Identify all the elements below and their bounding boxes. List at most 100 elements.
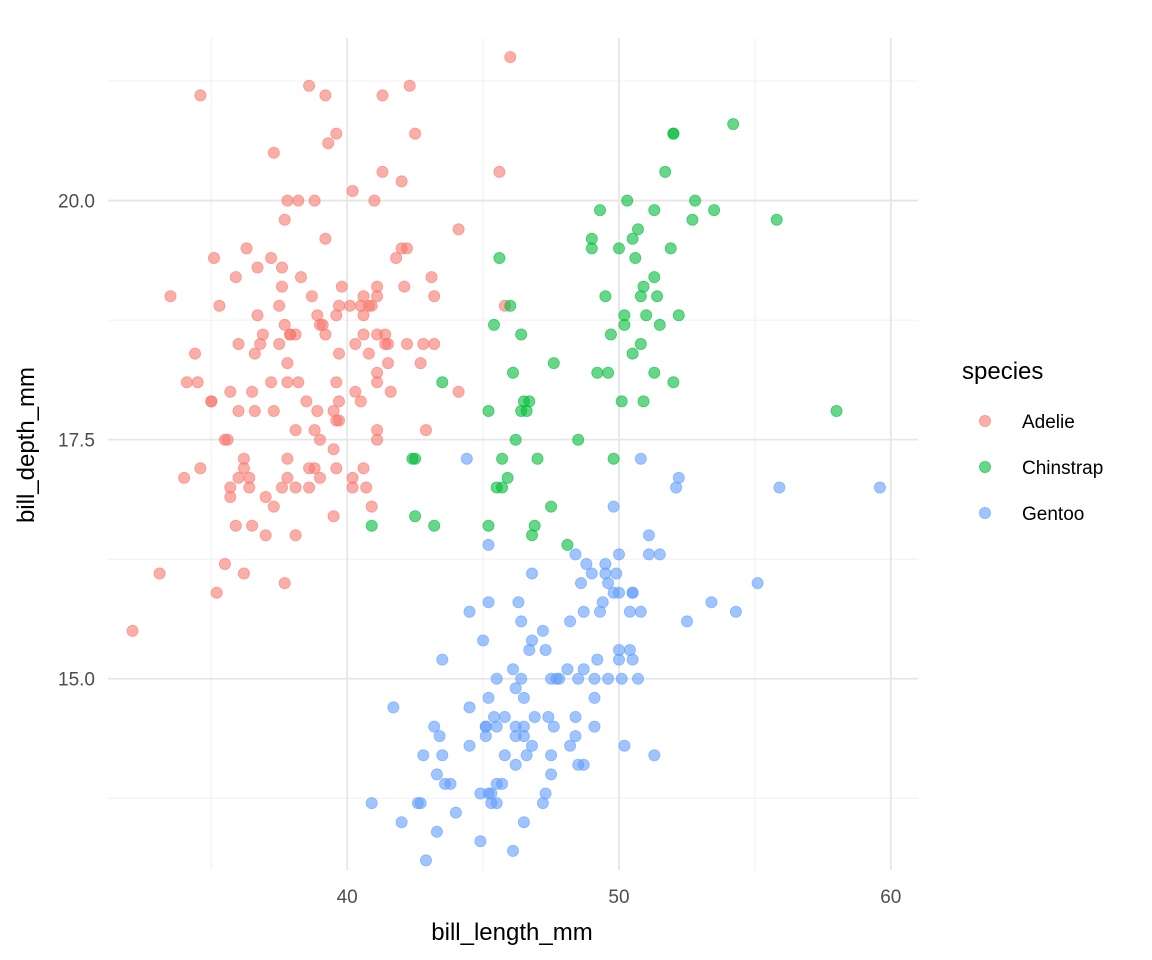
data-point [564, 739, 577, 752]
data-point [528, 711, 541, 724]
data-point [594, 204, 607, 217]
data-point [409, 127, 422, 140]
data-point [474, 835, 487, 848]
data-point [577, 605, 590, 618]
data-point [539, 644, 552, 657]
data-point [729, 605, 742, 618]
data-point [751, 577, 764, 590]
data-point [561, 538, 574, 551]
data-point [463, 739, 476, 752]
data-point [637, 395, 650, 408]
data-point [770, 213, 783, 226]
data-point [642, 529, 655, 542]
data-point [221, 433, 234, 446]
data-point [395, 816, 408, 829]
data-point [365, 797, 378, 810]
data-point [289, 481, 302, 494]
data-point [607, 586, 620, 599]
legend-item-gentoo: Gentoo [979, 504, 1084, 525]
data-point [591, 653, 604, 666]
data-point [365, 519, 378, 532]
data-point [705, 596, 718, 609]
data-point [346, 184, 359, 197]
data-point [153, 567, 166, 580]
data-point [482, 691, 495, 704]
data-point [273, 337, 286, 350]
data-point [640, 309, 653, 322]
data-point [308, 424, 321, 437]
data-point [452, 385, 465, 398]
data-point [504, 299, 517, 312]
legend-key [979, 414, 992, 427]
data-point [365, 500, 378, 513]
data-point [357, 290, 370, 303]
data-point [618, 739, 631, 752]
data-point [618, 318, 631, 331]
data-point [634, 605, 647, 618]
data-point [648, 271, 661, 284]
data-point [596, 596, 609, 609]
data-point [634, 452, 647, 465]
data-point [289, 424, 302, 437]
data-point [409, 452, 422, 465]
data-point [430, 768, 443, 781]
data-point [607, 452, 620, 465]
data-point [403, 79, 416, 92]
data-point [509, 682, 522, 695]
data-point [626, 653, 639, 666]
data-point [689, 194, 702, 207]
data-point [278, 213, 291, 226]
data-point [294, 271, 307, 284]
data-point [493, 165, 506, 178]
data-point [672, 309, 685, 322]
data-point [526, 529, 539, 542]
data-point [246, 385, 259, 398]
data-points [126, 51, 886, 867]
data-point [308, 194, 321, 207]
data-point [460, 452, 473, 465]
data-point [545, 768, 558, 781]
y-axis-ticks: 15.0 17.5 20.0 [58, 192, 95, 691]
data-point [651, 290, 664, 303]
x-tick-label: 50 [608, 887, 629, 908]
data-point [281, 357, 294, 370]
data-point [653, 318, 666, 331]
data-point [504, 51, 517, 64]
data-point [542, 711, 555, 724]
data-point [275, 481, 288, 494]
data-point [572, 672, 585, 685]
legend-items: Adelie Chinstrap Gentoo [979, 412, 1103, 525]
legend-title: species [962, 358, 1043, 385]
data-point [498, 711, 511, 724]
data-point [330, 127, 343, 140]
data-point [178, 471, 191, 484]
data-point [267, 500, 280, 513]
data-point [599, 290, 612, 303]
legend-label: Gentoo [1022, 504, 1084, 525]
data-point [564, 615, 577, 628]
data-point [591, 366, 604, 379]
data-point [265, 251, 278, 264]
data-point [376, 89, 389, 102]
data-point [496, 481, 509, 494]
data-point [520, 749, 533, 762]
data-point [526, 567, 539, 580]
data-point [509, 433, 522, 446]
data-point [615, 395, 628, 408]
data-point [629, 251, 642, 264]
data-point [585, 567, 598, 580]
data-point [319, 328, 332, 341]
data-point [830, 404, 843, 417]
data-point [265, 376, 278, 389]
legend-item-adelie: Adelie [979, 412, 1075, 433]
x-tick-label: 60 [880, 887, 901, 908]
data-point [414, 357, 427, 370]
data-point [602, 366, 615, 379]
data-point [224, 481, 237, 494]
data-point [319, 232, 332, 245]
data-point [240, 242, 253, 255]
data-point [327, 510, 340, 523]
legend-key [979, 506, 992, 519]
data-point [634, 337, 647, 350]
